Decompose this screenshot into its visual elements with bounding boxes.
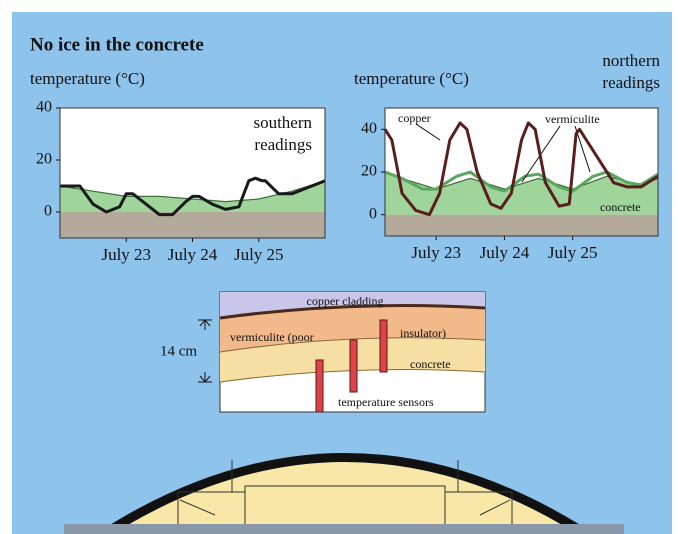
y-tick-label: 0 bbox=[44, 203, 52, 220]
series-label: concrete bbox=[600, 200, 641, 214]
x-tick-label: July 25 bbox=[234, 245, 284, 264]
x-tick-label: July 24 bbox=[168, 245, 218, 264]
y-tick-label: 0 bbox=[369, 205, 377, 222]
y-tick-label: 20 bbox=[361, 163, 377, 180]
series-label: copper bbox=[398, 111, 431, 125]
y-tick-label: 40 bbox=[361, 120, 377, 137]
figure-title: No ice in the concrete bbox=[30, 34, 204, 55]
diagram-label: vermiculite (poor bbox=[230, 330, 314, 344]
diagram-label: 14 cm bbox=[160, 343, 197, 359]
chart-subtitle: southern readings bbox=[200, 112, 312, 156]
y-axis-label: temperature (°C) bbox=[30, 69, 145, 88]
diagram-label: insulator) bbox=[400, 326, 446, 340]
ground bbox=[60, 212, 325, 238]
x-tick-label: July 23 bbox=[101, 245, 151, 264]
chart-subtitle: northern readings bbox=[560, 50, 660, 94]
page: No ice in the concrete copper cladding v… bbox=[0, 0, 678, 534]
series-label: vermiculite bbox=[545, 112, 600, 126]
y-tick-label: 40 bbox=[36, 99, 52, 116]
ground bbox=[385, 215, 658, 236]
y-axis-label: temperature (°C) bbox=[354, 69, 469, 88]
diagram-label: temperature sensors bbox=[338, 395, 434, 409]
x-tick-label: July 25 bbox=[548, 243, 598, 262]
y-tick-label: 20 bbox=[36, 151, 52, 168]
diagram-label: copper cladding bbox=[307, 294, 384, 308]
diagram-label: concrete bbox=[410, 357, 451, 371]
x-tick-label: July 24 bbox=[480, 243, 530, 262]
x-tick-label: July 23 bbox=[411, 243, 461, 262]
